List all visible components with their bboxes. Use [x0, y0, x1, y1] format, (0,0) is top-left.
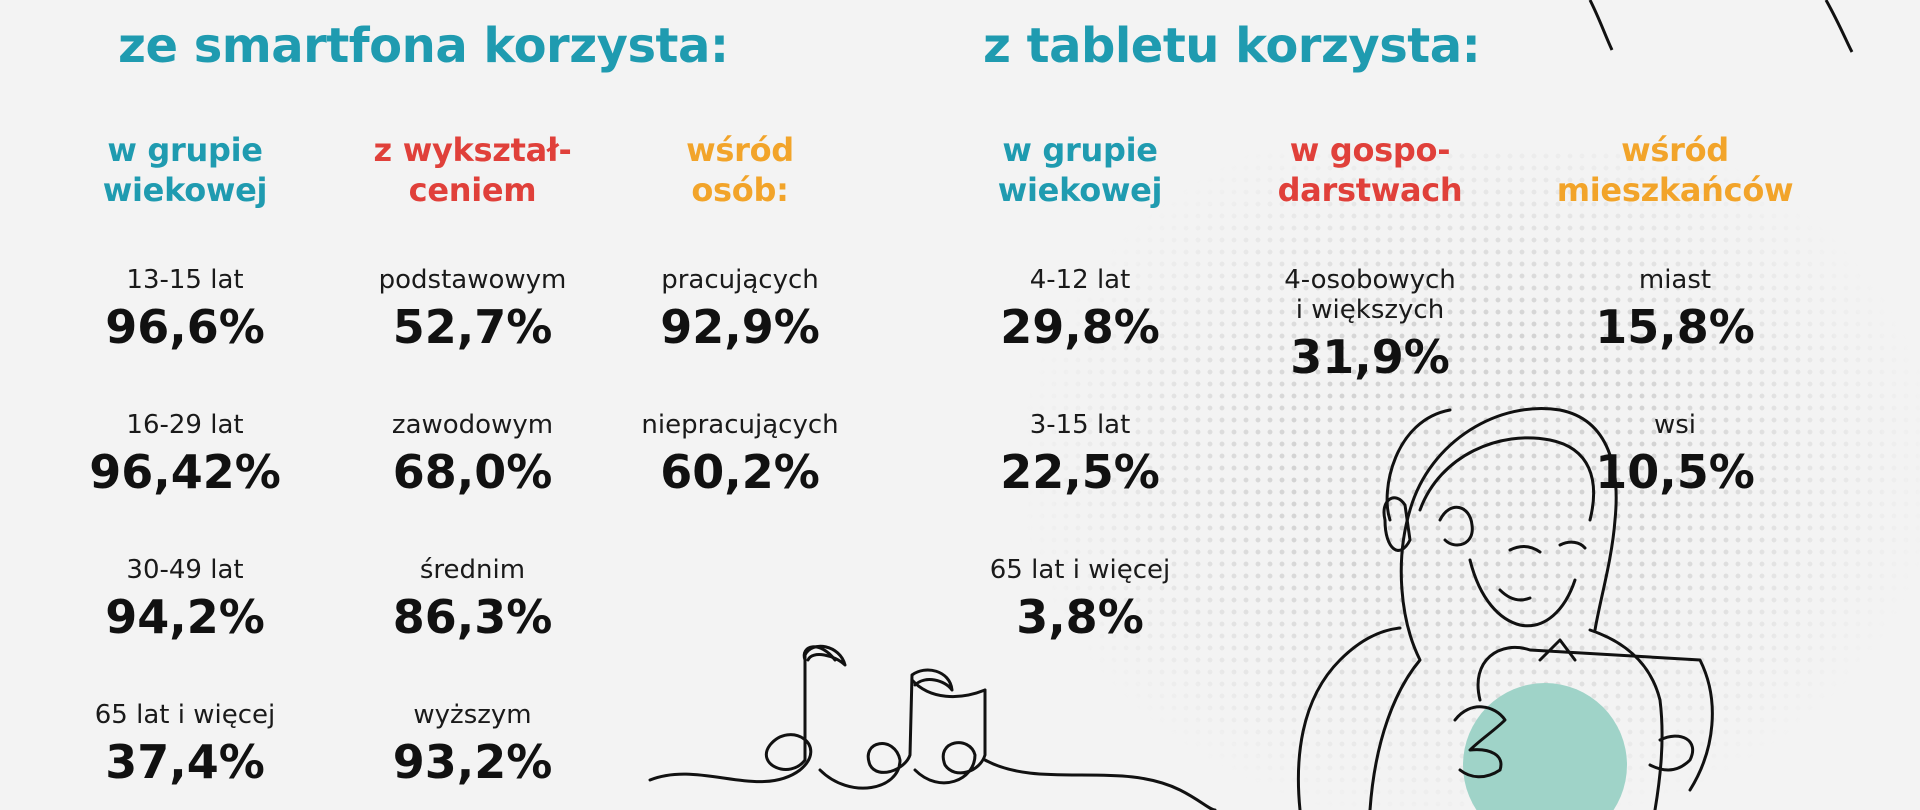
stat-value: 92,9% — [660, 300, 820, 354]
stat-value: 29,8% — [1000, 300, 1160, 354]
stat-label: średnim — [419, 555, 526, 585]
tablet-section-title: z tabletu korzysta: — [983, 18, 1481, 74]
stat-item: 4-osobowych i większych 31,9% — [1250, 265, 1490, 385]
stat-item: 65 lat i więcej 3,8% — [970, 555, 1190, 645]
stat-value: 10,5% — [1595, 445, 1755, 499]
stat-label: miast — [1638, 265, 1712, 295]
stat-value: 31,9% — [1290, 330, 1450, 384]
stat-label: wsi — [1653, 410, 1697, 440]
teal-circle — [1463, 683, 1627, 810]
stat-item: 65 lat i więcej 37,4% — [75, 700, 295, 790]
stat-item: wyższym 93,2% — [355, 700, 590, 790]
stat-item: zawodowym 68,0% — [355, 410, 590, 500]
stat-value: 52,7% — [392, 300, 553, 354]
smartphone-education-column: z wykształ- ceniem podstawowym 52,7% zaw… — [355, 130, 590, 789]
stat-label: 4-12 lat — [1029, 265, 1131, 295]
stat-label: 65 lat i więcej — [989, 555, 1171, 585]
stat-value: 60,2% — [660, 445, 820, 499]
stat-item: podstawowym 52,7% — [355, 265, 590, 355]
stat-item: niepracujących 60,2% — [620, 410, 860, 500]
stat-value: 96,6% — [105, 300, 265, 354]
stat-item: 13-15 lat 96,6% — [75, 265, 295, 355]
stat-label: pracujących — [661, 265, 819, 295]
column-header: z wykształ- ceniem — [373, 131, 572, 209]
stat-label: niepracujących — [641, 410, 839, 440]
stat-label: 16-29 lat — [126, 410, 244, 440]
column-header: w gospo- darstwach — [1277, 131, 1463, 209]
stat-label: 13-15 lat — [126, 265, 244, 295]
stat-label: i większych — [1295, 295, 1445, 325]
decorative-stroke — [1824, 0, 1854, 53]
column-header: w grupie wiekowej — [102, 131, 268, 209]
stat-item: 3-15 lat 22,5% — [970, 410, 1190, 500]
smartphone-section-title: ze smartfona korzysta: — [118, 18, 729, 74]
stat-label: podstawowym — [378, 265, 567, 295]
stat-value: 37,4% — [105, 735, 265, 789]
column-header: wśród mieszkańców — [1556, 131, 1794, 209]
stat-value: 68,0% — [392, 445, 553, 499]
stat-label: wyższym — [413, 700, 532, 730]
stat-label: 3-15 lat — [1029, 410, 1131, 440]
tablet-age-group-column: w grupie wiekowej 4-12 lat 29,8% 3-15 la… — [970, 130, 1190, 644]
stat-value: 22,5% — [1000, 445, 1160, 499]
stat-label: 65 lat i więcej — [94, 700, 276, 730]
stat-value: 15,8% — [1595, 300, 1755, 354]
stat-label: zawodowym — [391, 410, 554, 440]
stat-value: 93,2% — [392, 735, 553, 789]
stat-value: 96,42% — [89, 445, 281, 499]
tablet-household-column: w gospo- darstwach 4-osobowych i większy… — [1250, 130, 1490, 384]
stat-label: 4-osobowych — [1284, 265, 1456, 295]
smartphone-employment-column: wśród osób: pracujących 92,9% niepracują… — [620, 130, 860, 499]
stat-value: 86,3% — [392, 590, 553, 644]
music-notes-icon — [648, 644, 1217, 810]
stat-item: miast 15,8% — [1535, 265, 1815, 355]
tablet-residence-column: wśród mieszkańców miast 15,8% wsi 10,5% — [1535, 130, 1815, 499]
girl-with-tablet-illustration — [1296, 407, 1714, 810]
stat-item: 16-29 lat 96,42% — [75, 410, 295, 500]
stat-item: 4-12 lat 29,8% — [970, 265, 1190, 355]
smartphone-age-group-column: w grupie wiekowej 13-15 lat 96,6% 16-29 … — [75, 130, 295, 789]
stat-item: średnim 86,3% — [355, 555, 590, 645]
stat-label: 30-49 lat — [126, 555, 244, 585]
stat-item: wsi 10,5% — [1535, 410, 1815, 500]
stat-item: pracujących 92,9% — [620, 265, 860, 355]
column-header: w grupie wiekowej — [997, 131, 1163, 209]
halftone-dot-pattern — [1000, 150, 1920, 810]
stat-item: 30-49 lat 94,2% — [75, 555, 295, 645]
stat-value: 3,8% — [1016, 590, 1144, 644]
stat-value: 94,2% — [105, 590, 265, 644]
column-header: wśród osób: — [686, 131, 794, 209]
decorative-stroke — [1588, 0, 1614, 51]
